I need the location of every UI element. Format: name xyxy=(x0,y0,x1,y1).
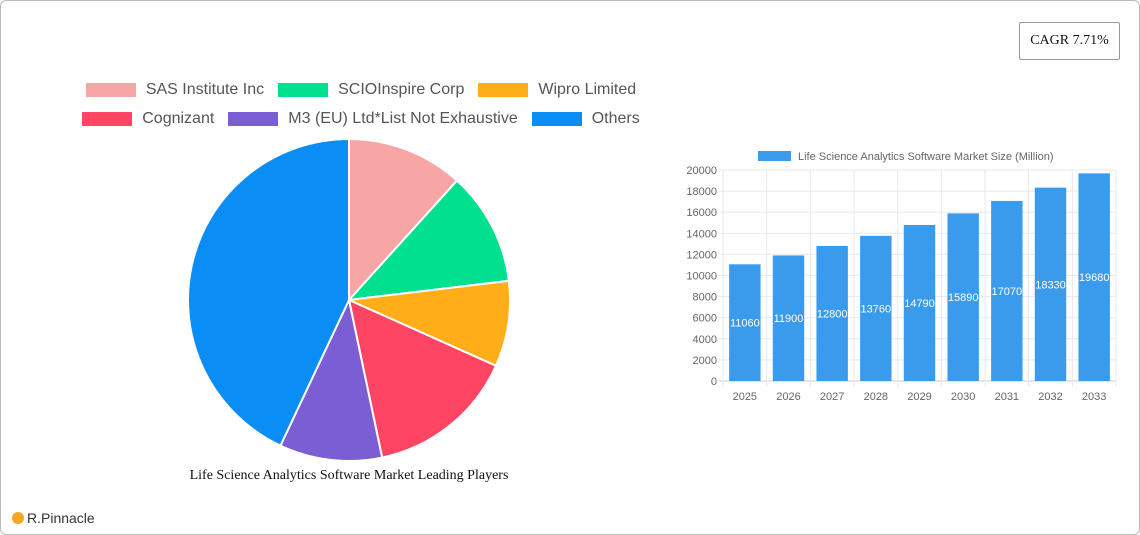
pie-slice[interactable] xyxy=(348,137,459,303)
x-tick-label: 2031 xyxy=(995,391,1019,403)
bar[interactable] xyxy=(772,255,805,381)
bar[interactable] xyxy=(1034,187,1067,381)
y-tick-label: 6000 xyxy=(693,313,717,325)
x-tick-label: 2028 xyxy=(864,391,888,403)
bar-legend-swatch xyxy=(758,151,791,161)
logo-icon xyxy=(12,512,24,524)
x-tick-label: 2026 xyxy=(776,391,800,403)
bar[interactable] xyxy=(947,213,979,381)
legend-swatch xyxy=(85,82,136,97)
y-tick-label: 16000 xyxy=(686,207,717,219)
pie-title: Life Science Analytics Software Market L… xyxy=(189,468,509,483)
pie-legend: SAS Institute Inc SCIOInspire Corp Wipro L… xyxy=(61,75,661,133)
legend-swatch xyxy=(531,111,582,126)
legend-swatch xyxy=(228,111,279,126)
bar[interactable] xyxy=(991,200,1023,381)
bar-value-label: 17070 xyxy=(992,286,1023,298)
pie-slice[interactable] xyxy=(279,296,384,462)
pie-slice[interactable] xyxy=(347,298,498,459)
legend-label: SAS Institute Inc xyxy=(145,80,265,98)
bar[interactable] xyxy=(860,235,892,381)
y-tick-label: 12000 xyxy=(686,249,717,261)
brand-logo: R.Pinnacle xyxy=(12,510,95,526)
bar-chart: Life Science Analytics Software Market S… xyxy=(686,151,1117,403)
legend-swatch xyxy=(82,111,133,126)
y-tick-label: 8000 xyxy=(693,292,717,304)
bar-legend-label: Life Science Analytics Software Market S… xyxy=(798,151,1054,163)
pie-chart xyxy=(187,137,511,462)
pie-slice[interactable] xyxy=(345,279,511,368)
brand-name: R.Pinnacle xyxy=(27,510,95,526)
legend-swatch xyxy=(278,82,329,97)
legend-label: Others xyxy=(591,109,640,127)
pie-slice[interactable] xyxy=(187,137,350,448)
y-tick-label: 4000 xyxy=(693,334,717,346)
bar[interactable] xyxy=(816,245,848,381)
legend-label: Cognizant xyxy=(142,109,215,127)
legend-item[interactable]: Others xyxy=(531,109,640,128)
bar-value-label: 11060 xyxy=(730,318,760,330)
x-tick-label: 2033 xyxy=(1082,391,1106,403)
bar[interactable] xyxy=(903,224,936,381)
legend-item[interactable]: Wipro Limited xyxy=(478,81,636,99)
y-tick-label: 2000 xyxy=(693,355,717,367)
legend-label: Wipro Limited xyxy=(538,80,637,98)
x-tick-label: 2032 xyxy=(1038,391,1062,403)
bar-value-label: 15890 xyxy=(948,292,979,304)
legend-item[interactable]: Cognizant xyxy=(82,110,214,128)
pie-slice[interactable] xyxy=(346,179,510,302)
bar-value-label: 13760 xyxy=(861,303,892,315)
x-tick-label: 2029 xyxy=(907,391,931,403)
bar-value-label: 18330 xyxy=(1035,279,1066,291)
bar-value-label: 12800 xyxy=(817,308,848,320)
y-tick-label: 0 xyxy=(711,376,717,388)
bar[interactable] xyxy=(729,264,761,381)
bar[interactable] xyxy=(1078,173,1110,381)
legend-item[interactable]: SCIOInspire Corp xyxy=(278,81,464,99)
bar-value-label: 19680 xyxy=(1079,272,1110,284)
legend-item[interactable]: SAS Institute Inc xyxy=(85,80,265,99)
legend-label: SCIOInspire Corp xyxy=(338,80,465,98)
legend-label: M3 (EU) Ltd*List Not Exhaustive xyxy=(288,109,518,127)
y-tick-label: 18000 xyxy=(686,186,717,198)
bar-value-label: 11900 xyxy=(774,313,804,325)
legend-swatch xyxy=(478,82,529,97)
y-tick-label: 10000 xyxy=(686,271,717,283)
x-tick-label: 2030 xyxy=(951,391,975,403)
cagr-badge: CAGR 7.71% xyxy=(1019,22,1120,60)
x-tick-label: 2027 xyxy=(820,391,844,403)
legend-item[interactable]: M3 (EU) Ltd*List Not Exhaustive xyxy=(228,109,518,128)
x-tick-label: 2025 xyxy=(733,391,757,403)
bar-value-label: 14790 xyxy=(904,298,935,310)
y-tick-label: 14000 xyxy=(686,228,717,240)
y-tick-label: 20000 xyxy=(686,165,717,177)
